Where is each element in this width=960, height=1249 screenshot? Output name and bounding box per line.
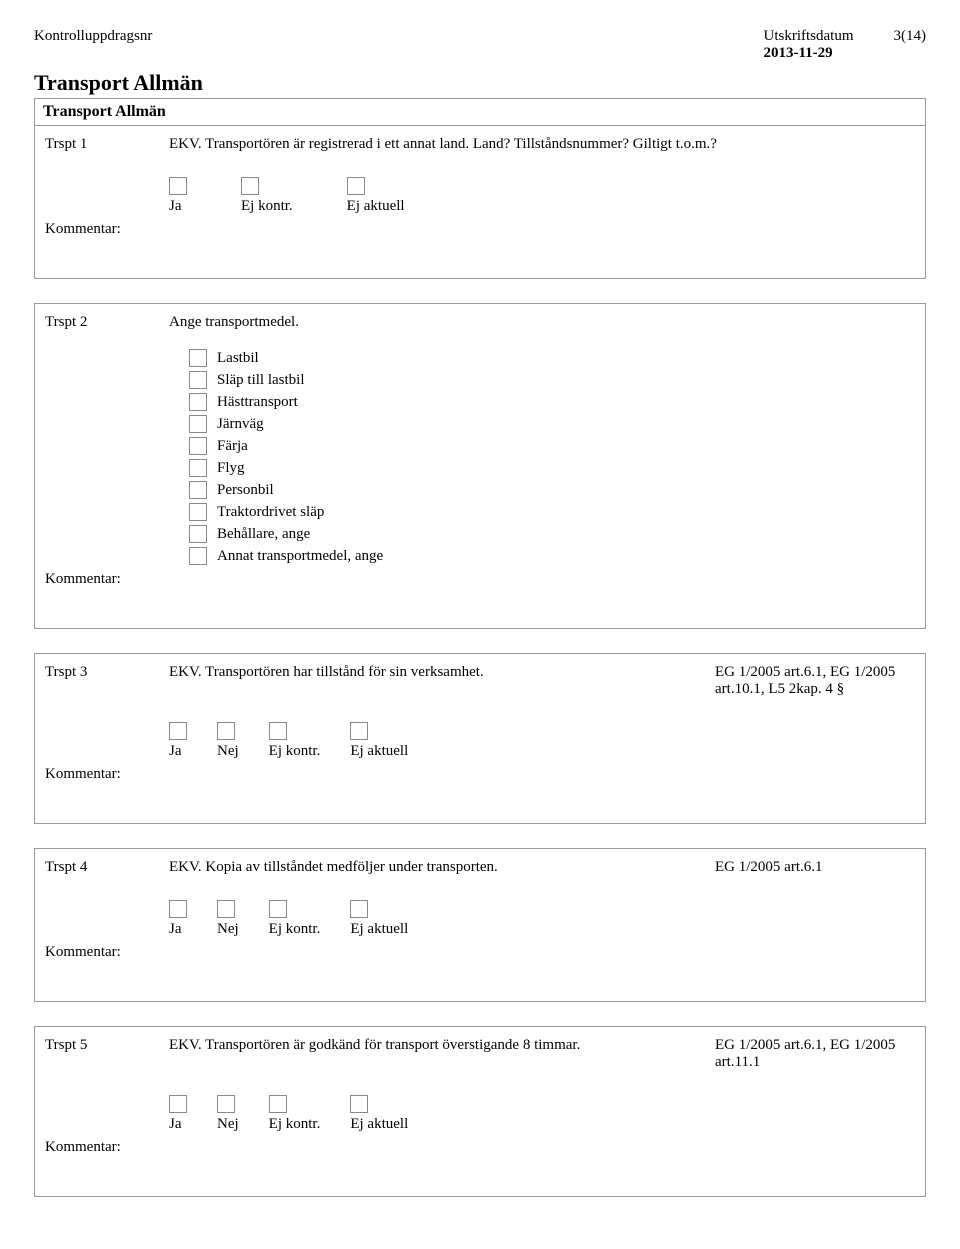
question-id: Trspt 1 xyxy=(45,136,135,153)
question-reference: EG 1/2005 art.6.1, EG 1/2005 art.11.1 xyxy=(715,1037,915,1071)
checkbox-option[interactable] xyxy=(189,481,207,499)
option-label-ejaktuell: Ej aktuell xyxy=(350,921,408,938)
kommentar-label: Kommentar: xyxy=(45,571,915,588)
checkbox-ja[interactable] xyxy=(169,900,187,918)
checkbox-option[interactable] xyxy=(189,525,207,543)
checkbox-ja[interactable] xyxy=(169,177,187,195)
question-reference: EG 1/2005 art.6.1 xyxy=(715,859,915,876)
checkbox-option[interactable] xyxy=(189,503,207,521)
page-number: 3(14) xyxy=(894,28,927,62)
question-id: Trspt 4 xyxy=(45,859,135,876)
checkbox-ejkontr[interactable] xyxy=(241,177,259,195)
checkbox-ja[interactable] xyxy=(169,722,187,740)
question-id: Trspt 3 xyxy=(45,664,135,681)
question-id: Trspt 2 xyxy=(45,314,135,331)
checkbox-ejaktuell[interactable] xyxy=(350,1095,368,1113)
question-block-4: Trspt 4 EKV. Kopia av tillståndet medföl… xyxy=(34,848,926,1002)
kommentar-label: Kommentar: xyxy=(45,1139,915,1156)
page-header: Kontrolluppdragsnr Utskriftsdatum 2013-1… xyxy=(34,28,926,62)
question-block-1: Trspt 1 EKV. Transportören är registrera… xyxy=(34,126,926,279)
question-text: EKV. Transportören är godkänd för transp… xyxy=(169,1037,681,1054)
option-label-ejkontr: Ej kontr. xyxy=(241,198,293,215)
question-text: Ange transportmedel. xyxy=(169,314,915,331)
option-label-ja: Ja xyxy=(169,743,182,760)
option-label-ejaktuell: Ej aktuell xyxy=(347,198,405,215)
option-label: Järnväg xyxy=(217,416,264,433)
page-title: Transport Allmän xyxy=(34,70,926,96)
kommentar-label: Kommentar: xyxy=(45,944,915,961)
checkbox-nej[interactable] xyxy=(217,900,235,918)
option-label-nej: Nej xyxy=(217,743,239,760)
option-label-ejkontr: Ej kontr. xyxy=(269,743,321,760)
checkbox-nej[interactable] xyxy=(217,1095,235,1113)
option-label: Flyg xyxy=(217,460,245,477)
option-label: Personbil xyxy=(217,482,274,499)
question-block-3: Trspt 3 EKV. Transportören har tillstånd… xyxy=(34,653,926,824)
checkbox-ejkontr[interactable] xyxy=(269,900,287,918)
question-text: EKV. Kopia av tillståndet medföljer unde… xyxy=(169,859,681,876)
option-label: Lastbil xyxy=(217,350,259,367)
checkbox-option[interactable] xyxy=(189,459,207,477)
checkbox-ejaktuell[interactable] xyxy=(350,722,368,740)
option-label-ja: Ja xyxy=(169,198,182,215)
kommentar-label: Kommentar: xyxy=(45,221,915,238)
header-right: Utskriftsdatum 2013-11-29 3(14) xyxy=(764,28,927,62)
option-label: Hästtransport xyxy=(217,394,298,411)
checkbox-ejaktuell[interactable] xyxy=(347,177,365,195)
checkbox-option[interactable] xyxy=(189,349,207,367)
checkbox-option[interactable] xyxy=(189,415,207,433)
checkbox-nej[interactable] xyxy=(217,722,235,740)
checkbox-option[interactable] xyxy=(189,371,207,389)
transport-options-list: Lastbil Släp till lastbil Hästtransport … xyxy=(189,349,915,565)
option-label-ejkontr: Ej kontr. xyxy=(269,921,321,938)
option-label-nej: Nej xyxy=(217,1116,239,1133)
question-id: Trspt 5 xyxy=(45,1037,135,1054)
print-date-label: Utskriftsdatum xyxy=(764,28,854,45)
option-label-ja: Ja xyxy=(169,1116,182,1133)
checkbox-option[interactable] xyxy=(189,393,207,411)
question-block-2: Trspt 2 Ange transportmedel. Lastbil Slä… xyxy=(34,303,926,629)
option-label-nej: Nej xyxy=(217,921,239,938)
checkbox-option[interactable] xyxy=(189,437,207,455)
option-label-ejaktuell: Ej aktuell xyxy=(350,743,408,760)
checkbox-ejkontr[interactable] xyxy=(269,1095,287,1113)
question-block-5: Trspt 5 EKV. Transportören är godkänd fö… xyxy=(34,1026,926,1197)
section-subtitle: Transport Allmän xyxy=(34,98,926,126)
question-reference: EG 1/2005 art.6.1, EG 1/2005 art.10.1, L… xyxy=(715,664,915,698)
checkbox-ja[interactable] xyxy=(169,1095,187,1113)
question-text: EKV. Transportören är registrerad i ett … xyxy=(169,136,915,153)
question-text: EKV. Transportören har tillstånd för sin… xyxy=(169,664,681,681)
option-label: Traktordrivet släp xyxy=(217,504,324,521)
checkbox-ejaktuell[interactable] xyxy=(350,900,368,918)
checkbox-option[interactable] xyxy=(189,547,207,565)
option-label-ja: Ja xyxy=(169,921,182,938)
print-date-value: 2013-11-29 xyxy=(764,45,854,62)
checkbox-ejkontr[interactable] xyxy=(269,722,287,740)
option-label: Släp till lastbil xyxy=(217,372,305,389)
kommentar-label: Kommentar: xyxy=(45,766,915,783)
option-label: Behållare, ange xyxy=(217,526,310,543)
option-label: Färja xyxy=(217,438,248,455)
option-label: Annat transportmedel, ange xyxy=(217,548,383,565)
option-label-ejkontr: Ej kontr. xyxy=(269,1116,321,1133)
option-label-ejaktuell: Ej aktuell xyxy=(350,1116,408,1133)
header-left-label: Kontrolluppdragsnr xyxy=(34,28,152,62)
